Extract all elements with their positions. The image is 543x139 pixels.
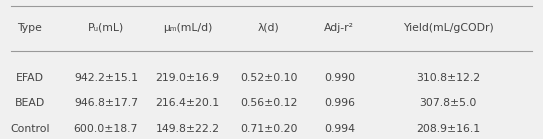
Text: EFAD: EFAD xyxy=(16,73,44,83)
Text: 219.0±16.9: 219.0±16.9 xyxy=(155,73,219,83)
Text: 0.56±0.12: 0.56±0.12 xyxy=(240,98,298,108)
Text: Pᵤ(mL): Pᵤ(mL) xyxy=(88,23,124,33)
Text: 0.990: 0.990 xyxy=(324,73,355,83)
Text: 149.8±22.2: 149.8±22.2 xyxy=(155,124,219,134)
Text: 307.8±5.0: 307.8±5.0 xyxy=(419,98,477,108)
Text: 946.8±17.7: 946.8±17.7 xyxy=(74,98,138,108)
Text: BEAD: BEAD xyxy=(15,98,45,108)
Text: Adj-r²: Adj-r² xyxy=(324,23,355,33)
Text: 208.9±16.1: 208.9±16.1 xyxy=(416,124,480,134)
Text: 216.4±20.1: 216.4±20.1 xyxy=(155,98,219,108)
Text: 600.0±18.7: 600.0±18.7 xyxy=(74,124,138,134)
Text: Control: Control xyxy=(10,124,49,134)
Text: 0.52±0.10: 0.52±0.10 xyxy=(240,73,298,83)
Text: Type: Type xyxy=(17,23,42,33)
Text: 0.996: 0.996 xyxy=(324,98,355,108)
Text: Yield(mL/gCODr): Yield(mL/gCODr) xyxy=(402,23,494,33)
Text: 310.8±12.2: 310.8±12.2 xyxy=(416,73,480,83)
Text: 0.71±0.20: 0.71±0.20 xyxy=(240,124,298,134)
Text: μₘ(mL/d): μₘ(mL/d) xyxy=(163,23,212,33)
Text: λ(d): λ(d) xyxy=(258,23,280,33)
Text: 942.2±15.1: 942.2±15.1 xyxy=(74,73,138,83)
Text: 0.994: 0.994 xyxy=(324,124,355,134)
